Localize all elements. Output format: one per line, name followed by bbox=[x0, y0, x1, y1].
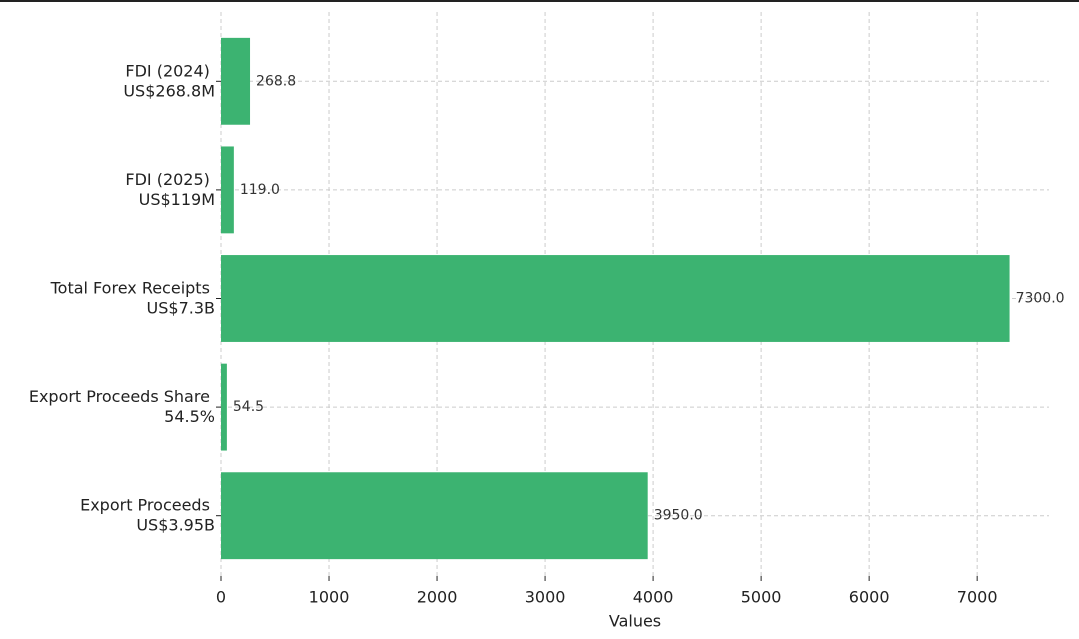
bar bbox=[221, 146, 234, 234]
x-tick-label: 7000 bbox=[957, 588, 998, 607]
bar bbox=[221, 363, 227, 451]
value-label: 54.5 bbox=[233, 399, 264, 415]
x-tick-label: 5000 bbox=[741, 588, 782, 607]
y-tick-label: Export Proceeds US$3.95B bbox=[80, 495, 215, 534]
value-label: 7300.0 bbox=[1016, 291, 1065, 307]
x-tick-label: 1000 bbox=[309, 588, 350, 607]
bar bbox=[221, 255, 1010, 342]
bar bbox=[221, 37, 251, 125]
value-label: 3950.0 bbox=[654, 508, 703, 524]
x-axis-label: Values bbox=[609, 612, 661, 631]
bar bbox=[221, 472, 648, 560]
x-tick-label: 3000 bbox=[525, 588, 566, 607]
value-label: 268.8 bbox=[256, 73, 296, 89]
x-tick-label: 6000 bbox=[849, 588, 890, 607]
value-label: 119.0 bbox=[240, 182, 280, 198]
y-tick-label: Total Forex Receipts US$7.3B bbox=[50, 278, 215, 317]
x-tick-label: 4000 bbox=[633, 588, 674, 607]
y-tick-label: Export Proceeds Share 54.5% bbox=[29, 387, 215, 426]
y-tick-label: FDI (2024) US$268.8M bbox=[123, 61, 215, 100]
y-tick-label: FDI (2025) US$119M bbox=[125, 169, 215, 208]
x-tick-label: 2000 bbox=[417, 588, 458, 607]
x-tick-label: 0 bbox=[216, 588, 226, 607]
